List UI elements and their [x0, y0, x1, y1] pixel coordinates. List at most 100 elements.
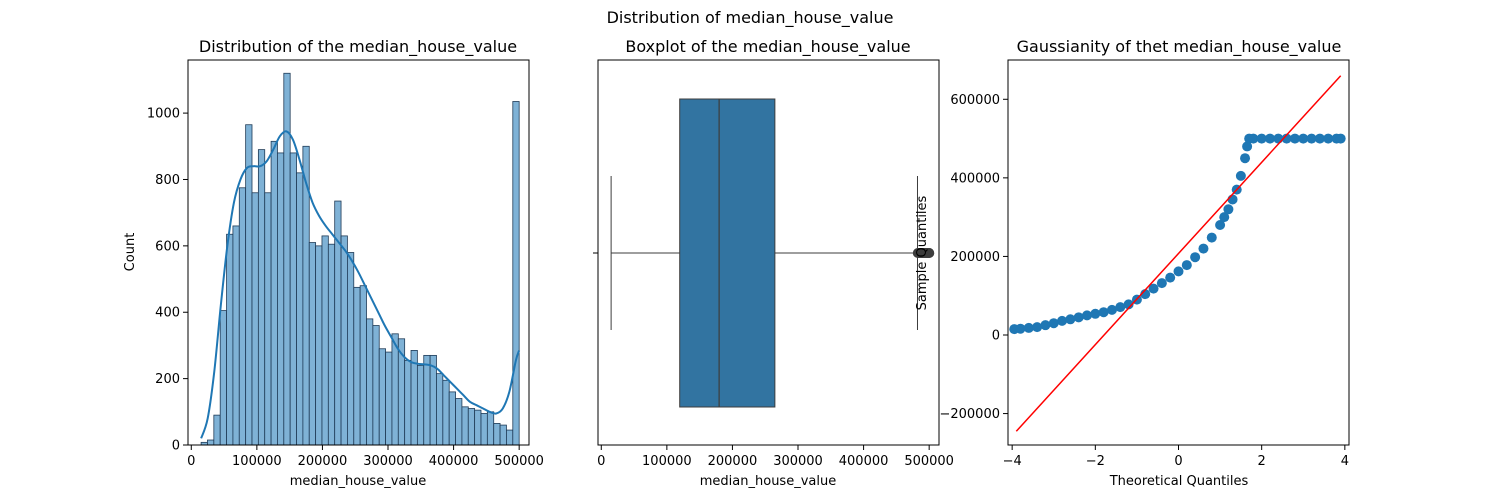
histogram-bar	[308, 242, 317, 446]
histogram-bar	[467, 408, 476, 446]
histogram-panel: Distribution of the median_house_value 0…	[123, 37, 544, 489]
qq-panel: Gaussianity of thet median_house_value −…	[915, 37, 1350, 489]
histogram-bar	[340, 235, 348, 446]
qq-point	[1219, 212, 1230, 223]
histogram-bar	[512, 101, 520, 446]
histogram-bar	[347, 252, 355, 446]
histogram-bar	[486, 411, 495, 446]
histogram-bar	[213, 414, 221, 446]
qq-point	[1264, 133, 1275, 144]
qq-point	[1165, 272, 1176, 283]
qq-point	[1240, 153, 1251, 164]
histogram-bar	[474, 409, 482, 446]
qq-point	[1223, 204, 1234, 215]
qq-title: Gaussianity of thet median_house_value	[1017, 37, 1342, 57]
histogram-bar	[506, 429, 514, 446]
histogram-bar	[359, 285, 367, 446]
qq-y-tick-label: −200000	[939, 407, 1000, 422]
boxplot-outlier	[924, 248, 935, 258]
qq-point	[1198, 243, 1209, 254]
histogram-bar	[448, 391, 456, 446]
histogram-y-tick-label: 400	[155, 306, 180, 321]
qq-point	[1190, 252, 1201, 263]
qq-x-label: Theoretical Quantiles	[1109, 474, 1249, 489]
boxplot-body	[610, 98, 935, 408]
qq-point	[1057, 315, 1068, 326]
qq-point	[1227, 194, 1238, 205]
qq-point	[1115, 302, 1126, 313]
histogram-y-tick-label: 200	[155, 372, 180, 387]
qq-point	[1281, 133, 1292, 144]
histogram-x-ticks: 0 100000 200000 300000 400000 500000	[187, 445, 544, 469]
qq-point	[1123, 299, 1134, 310]
boxplot-x-ticks: 0 100000 200000 300000 400000 500000	[597, 445, 954, 469]
qq-point	[1181, 260, 1192, 271]
histogram-bar	[321, 235, 329, 446]
boxplot-box	[679, 98, 776, 408]
qq-points	[1009, 133, 1346, 335]
histogram-x-tick-label: 300000	[363, 454, 413, 469]
histogram-bar	[410, 350, 418, 446]
histogram-bar	[442, 379, 450, 446]
histogram-x-tick-label: 200000	[298, 454, 348, 469]
histogram-x-tick-label: 400000	[429, 454, 479, 469]
qq-point	[1032, 322, 1043, 333]
qq-point	[1048, 318, 1059, 329]
qq-point	[1073, 312, 1084, 323]
qq-y-label: Sample Quantiles	[915, 195, 930, 310]
boxplot-x-tick-label: 100000	[642, 454, 692, 469]
histogram-bar	[289, 152, 297, 446]
histogram-y-label: Count	[123, 233, 138, 272]
qq-y-ticks: −200000 0 200000 400000 600000	[939, 93, 1008, 422]
histogram-bar	[238, 187, 247, 446]
histogram-y-tick-label: 1000	[147, 107, 180, 122]
histogram-bar	[423, 354, 431, 446]
boxplot-x-tick-label: 400000	[839, 454, 889, 469]
qq-x-tick-label: 2	[1258, 454, 1266, 469]
boxplot-x-tick-label: 500000	[904, 454, 954, 469]
qq-x-tick-label: −4	[1003, 454, 1022, 469]
qq-point	[1289, 133, 1300, 144]
qq-reference-line	[1015, 75, 1342, 432]
qq-point	[1314, 133, 1325, 144]
qq-y-tick-label: 400000	[950, 171, 1000, 186]
histogram-y-tick-label: 800	[155, 173, 180, 188]
boxplot-title: Boxplot of the median_house_value	[625, 37, 910, 57]
qq-point	[1082, 310, 1093, 321]
qq-x-tick-label: −2	[1086, 454, 1105, 469]
qq-point	[1256, 133, 1267, 144]
histogram-bar	[385, 351, 393, 446]
qq-point	[1148, 283, 1159, 294]
histogram-bar	[257, 149, 266, 446]
qq-point	[1306, 133, 1317, 144]
qq-y-tick-label: 0	[992, 329, 1000, 344]
qq-point	[1323, 133, 1334, 144]
qq-point	[1173, 266, 1184, 277]
histogram-bar	[207, 439, 215, 446]
histogram-frame	[187, 59, 530, 446]
qq-y-tick-label: 600000	[950, 93, 1000, 108]
histogram-bar	[378, 348, 386, 446]
histogram-bar	[315, 245, 323, 446]
histogram-bar	[404, 359, 412, 446]
histogram-x-tick-label: 100000	[232, 454, 282, 469]
histogram-bar	[327, 243, 336, 446]
qq-x-tick-label: 4	[1341, 454, 1349, 469]
histogram-bar	[480, 413, 488, 446]
histogram-bar	[283, 72, 291, 446]
histogram-bar	[296, 172, 304, 446]
qq-point	[1098, 307, 1109, 318]
boxplot-x-label: median_house_value	[700, 474, 836, 489]
qq-point	[1206, 232, 1217, 243]
histogram-y-tick-label: 0	[172, 439, 180, 454]
histogram-bar	[461, 406, 469, 446]
qq-point	[1215, 220, 1226, 230]
qq-point	[1242, 141, 1253, 152]
qq-point	[1023, 322, 1034, 333]
histogram-x-tick-label: 500000	[494, 454, 544, 469]
qq-point	[1090, 308, 1101, 319]
histogram-title: Distribution of the median_house_value	[199, 37, 517, 57]
histogram-bar	[366, 318, 374, 446]
histogram-kde-curve	[200, 130, 521, 439]
